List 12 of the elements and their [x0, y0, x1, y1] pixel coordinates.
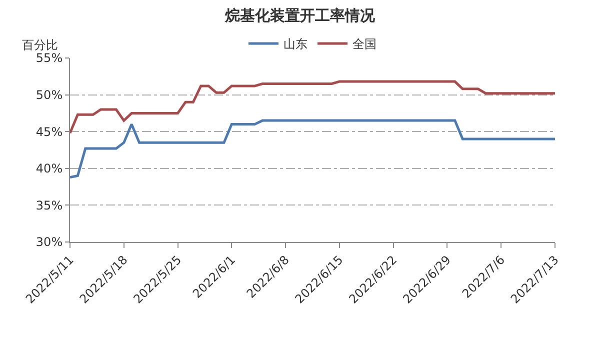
line-series	[70, 119, 555, 178]
line-series	[70, 80, 555, 134]
y-tick-label: 40%	[36, 162, 63, 176]
y-tick-label: 35%	[36, 198, 63, 212]
legend-label: 全国	[352, 37, 376, 52]
y-tick-label: 45%	[36, 124, 63, 139]
y-tick-label: 55%	[36, 51, 63, 66]
chart-title: 烷基化装置开工率情况	[224, 6, 376, 25]
y-tick-label: 50%	[36, 88, 63, 102]
legend-label: 山东	[284, 37, 308, 52]
y-tick-label: 30%	[36, 235, 63, 250]
y-axis-title: 百分比	[22, 38, 58, 52]
